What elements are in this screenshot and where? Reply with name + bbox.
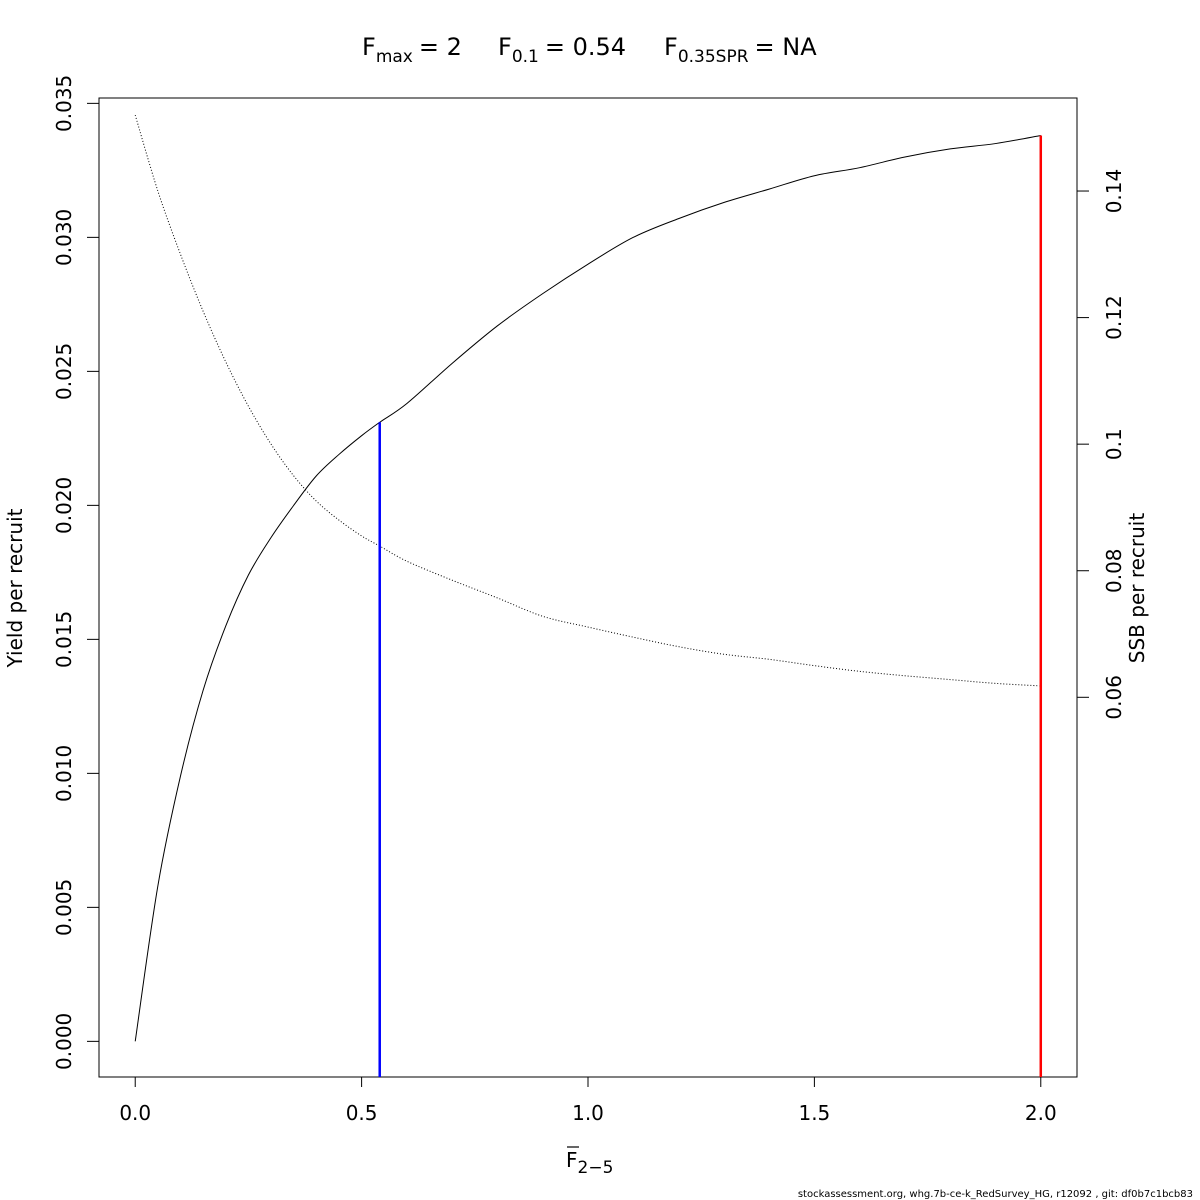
title-fmax-sub: max	[376, 47, 413, 67]
x-tick-label: 0.5	[346, 1101, 378, 1125]
y-left-tick-label: 0.030	[52, 209, 76, 266]
x-tick-label: 0.0	[119, 1101, 151, 1125]
title-f01-sub: 0.1	[512, 47, 539, 67]
plot-frame	[98, 97, 1078, 1078]
reference-lines	[378, 135, 1043, 1077]
x-tick-label: 1.5	[798, 1101, 830, 1125]
title-fmax-value: = 2	[419, 33, 462, 61]
y-left-tick-label: 0.015	[52, 611, 76, 668]
x-axis-title: F2−5	[566, 1148, 613, 1178]
y-right-tick-label: 0.12	[1102, 295, 1126, 340]
yield-per-recruit-line	[134, 135, 1041, 1042]
x-tick-label: 1.0	[572, 1101, 604, 1125]
y-right-tick-label: 0.14	[1102, 169, 1126, 214]
y-left-tick-label: 0.000	[52, 1013, 76, 1070]
title-fspr-base: F	[664, 33, 678, 61]
title-f01-value: = 0.54	[545, 33, 626, 61]
y-right-tick-label: 0.06	[1102, 675, 1126, 720]
x-axis-title-sub: 2−5	[578, 1158, 614, 1178]
axes: 0.0 0.5 1.0 1.5 2.0 0.000 0.005 0.010 0.015 0.020…	[52, 75, 1126, 1125]
y-right-tick-label: 0.08	[1102, 548, 1126, 593]
footer-credit: stockassessment.org, whg.7b-ce-k_RedSurv…	[798, 1189, 1193, 1200]
y-right-tick-label: 0.1	[1102, 428, 1126, 460]
y-left-tick-label: 0.005	[52, 879, 76, 936]
y-left-tick-label: 0.025	[52, 343, 76, 400]
title-f01-base: F	[498, 33, 512, 61]
y-left-axis-title: Yield per recruit	[3, 508, 27, 668]
y-right-axis-title: SSB per recruit	[1125, 513, 1149, 664]
y-left-tick-label: 0.035	[52, 75, 76, 132]
ssb-per-recruit-line	[134, 114, 1041, 687]
x-axis-title-base: F	[566, 1148, 578, 1172]
x-tick-label: 2.0	[1025, 1101, 1057, 1125]
title-fmax-base: F	[362, 33, 376, 61]
title-fspr-sub: 0.35SPR	[678, 47, 749, 67]
chart-title: Fmax = 2 F0.1 = 0.54 F0.35SPR = NA	[362, 33, 817, 67]
y-left-tick-label: 0.010	[52, 745, 76, 802]
series-group	[134, 114, 1041, 1042]
title-fspr-value: = NA	[755, 33, 818, 61]
y-left-tick-label: 0.020	[52, 477, 76, 534]
